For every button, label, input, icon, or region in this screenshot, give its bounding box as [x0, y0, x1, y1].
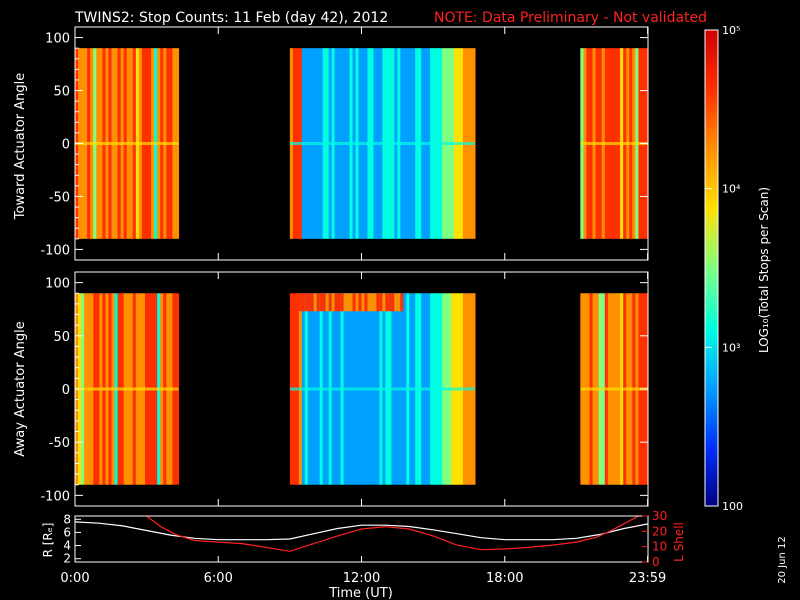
lshell-tick-label: 10 [652, 540, 667, 554]
lshell-axis-label: L Shell [672, 522, 686, 562]
heatmap-band [388, 293, 392, 312]
heatmap-band [301, 293, 306, 312]
y-tick-label: 0 [62, 383, 70, 398]
r-series-line [74, 521, 649, 541]
colorbar-tick-label: 10⁵ [722, 24, 740, 37]
heatmap-band [349, 293, 354, 312]
colorbar-tick-label: 100 [722, 500, 743, 513]
heatmap-band [331, 293, 336, 312]
y-tick-label: -100 [40, 243, 70, 258]
heatmap-band [316, 293, 321, 312]
lshell-tick-label: 20 [652, 524, 667, 538]
r-tick-label: 2 [63, 552, 71, 566]
zero-angle-band [75, 387, 179, 391]
heatmap-band [304, 293, 309, 312]
away-heatmap [75, 293, 649, 485]
toward-actuator-panel: 100 50 0 -50 -100 Toward Actuator Angle [13, 26, 649, 261]
r-tick-label: 6 [63, 525, 71, 539]
y-tick-label: -100 [40, 489, 70, 504]
heatmap-band [391, 293, 395, 312]
lshell-tick-label: 0 [652, 555, 660, 569]
toward-y-axis: 100 50 0 -50 -100 [40, 27, 649, 260]
lshell-series-line [146, 515, 639, 552]
heatmap-band [370, 293, 375, 312]
orbit-lines [74, 515, 649, 552]
y-tick-label: 0 [62, 138, 70, 153]
zero-angle-band [75, 142, 179, 145]
heatmap-band [343, 293, 348, 312]
x-tick-label: 0:00 [60, 571, 89, 586]
colorbar-strip [704, 29, 719, 507]
r-axis-label: R [Rₑ] [41, 523, 55, 558]
x-tick-label: 23:59 [629, 571, 666, 586]
heatmap-band [373, 293, 378, 312]
heatmap-band [325, 293, 330, 312]
heatmap-band [310, 293, 315, 312]
heatmap-band [307, 293, 312, 312]
heatmap-band [328, 293, 333, 312]
heatmap-band [361, 293, 366, 312]
x-tick-label: 6:00 [204, 571, 233, 586]
heatmap-band [358, 293, 363, 312]
y-tick-label: 50 [53, 85, 70, 100]
zero-angle-band [580, 142, 648, 145]
lshell-tick-label: 30 [652, 509, 667, 523]
y-tick-label: 100 [45, 277, 70, 292]
heatmap-band [340, 293, 345, 312]
colorbar-label: LOG₁₀(Total Stops per Scan) [757, 187, 771, 353]
x-tick-label: 18:00 [486, 571, 523, 586]
heatmap-band [313, 293, 318, 312]
heatmap-band [382, 293, 386, 312]
x-tick-label: 12:00 [343, 571, 380, 586]
heatmap-band [394, 293, 398, 312]
heatmap-band [367, 293, 372, 312]
r-tick-label: 4 [63, 539, 71, 553]
away-actuator-panel: 100 50 0 -50 -100 Away Actuator Angle [13, 271, 649, 507]
away-y-label: Away Actuator Angle [13, 321, 28, 456]
colorbar-ticks: 10⁵ 10⁴ 10³ 100 [705, 24, 743, 513]
zero-angle-band [289, 142, 475, 145]
colorbar-tick-label: 10⁴ [722, 183, 741, 196]
heatmap-band [400, 293, 404, 312]
heatmap-band [319, 293, 324, 312]
colorbar-tick-label: 10³ [722, 341, 740, 354]
heatmap-band [364, 293, 369, 312]
date-stamp: 20 Jun 12 [777, 536, 788, 583]
heatmap-band [376, 293, 380, 312]
heatmap-band [385, 293, 389, 312]
zero-angle-band [580, 387, 648, 391]
toward-y-label: Toward Actuator Angle [13, 73, 28, 220]
zero-angle-band [289, 387, 475, 391]
heatmap-band [379, 293, 383, 312]
y-tick-label: 100 [45, 32, 70, 47]
heatmap-band [334, 293, 339, 312]
colorbar: 10⁵ 10⁴ 10³ 100 LOG₁₀(Total Stops per Scan) [704, 24, 771, 513]
y-tick-label: -50 [49, 436, 70, 451]
heatmap-band [295, 293, 300, 312]
heatmap-band [355, 293, 360, 312]
heatmap-band [346, 293, 351, 312]
heatmap-band [298, 293, 303, 312]
r-tick-label: 8 [63, 512, 71, 526]
away-y-axis: 100 50 0 -50 -100 [40, 272, 649, 506]
chart-title: TWINS2: Stop Counts: 11 Feb (day 42), 20… [74, 10, 388, 26]
heatmap-band [322, 293, 327, 312]
preliminary-note: NOTE: Data Preliminary - Not validated [434, 10, 707, 26]
y-tick-label: 50 [53, 330, 70, 345]
heatmap-band [352, 293, 357, 312]
heatmap-band [337, 293, 342, 312]
x-axis-label: Time (UT) [328, 586, 393, 600]
y-tick-label: -50 [49, 190, 70, 205]
heatmap-band [397, 293, 401, 312]
toward-heatmap [75, 48, 649, 239]
